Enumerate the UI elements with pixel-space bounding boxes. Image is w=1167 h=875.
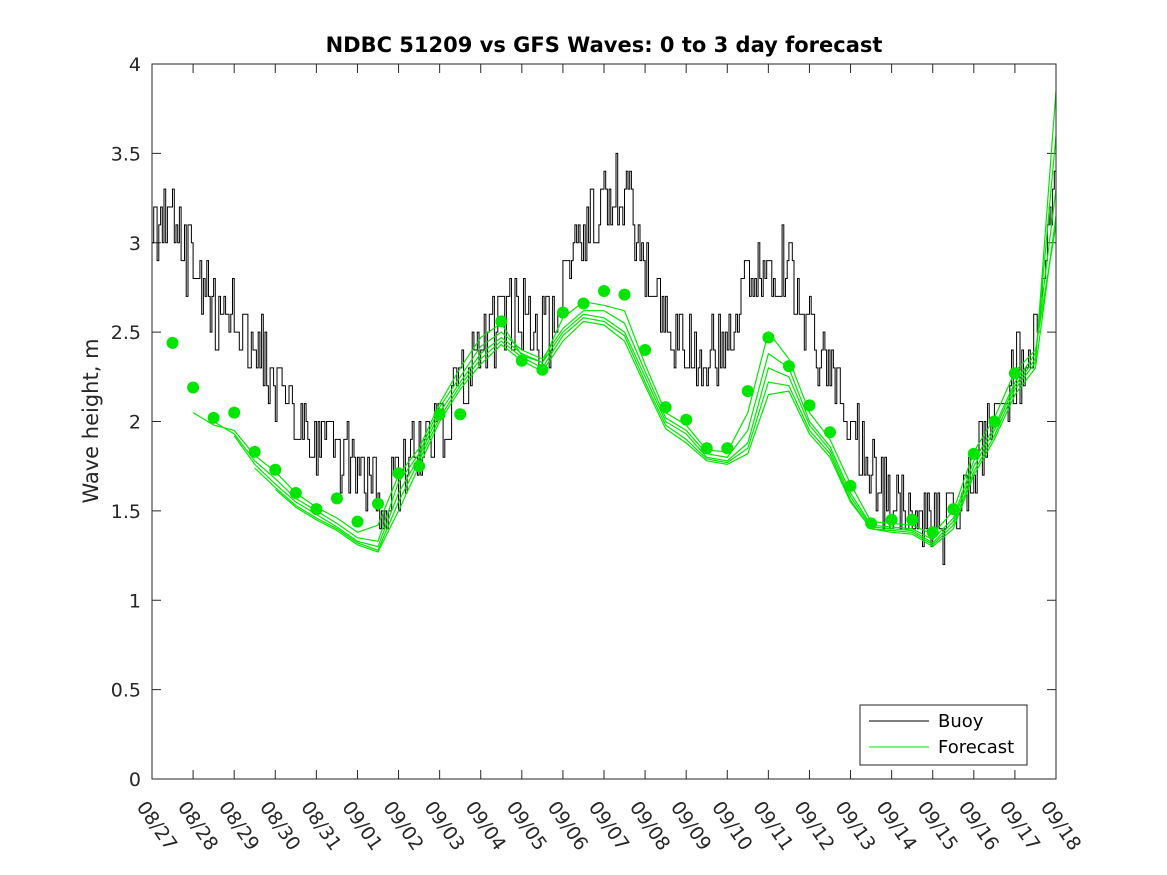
- forecast-marker: [885, 513, 898, 526]
- y-tick-label: 2: [129, 412, 141, 434]
- forecast-marker: [680, 413, 693, 426]
- forecast-line: [254, 90, 1057, 551]
- plot-frame: [151, 63, 1057, 780]
- forecast-marker: [926, 526, 939, 539]
- forecast-marker: [515, 354, 528, 367]
- legend-buoy-label: Buoy: [938, 711, 984, 732]
- legend: Buoy Forecast: [859, 704, 1028, 766]
- y-tick-label: 1.5: [111, 501, 141, 523]
- forecast-marker: [556, 306, 569, 319]
- y-tick-label: 0: [129, 769, 141, 791]
- forecast-marker: [454, 408, 467, 421]
- y-tick-label: 0.5: [111, 680, 141, 702]
- forecast-marker: [248, 445, 261, 458]
- forecast-marker: [413, 460, 426, 473]
- forecast-marker: [577, 297, 590, 310]
- forecast-marker: [372, 497, 384, 510]
- forecast-marker: [207, 411, 220, 424]
- forecast-marker: [659, 401, 672, 414]
- forecast-marker: [824, 426, 836, 439]
- forecast-marker: [330, 492, 343, 505]
- forecast-marker: [289, 487, 302, 499]
- forecast-marker: [639, 344, 652, 356]
- forecast-marker: [782, 360, 795, 373]
- forecast-marker: [536, 363, 549, 376]
- forecast-marker: [166, 336, 179, 349]
- forecast-marker: [598, 285, 610, 297]
- forecast-marker: [269, 463, 282, 476]
- forecast-marker: [495, 315, 508, 328]
- forecast-marker: [351, 515, 364, 528]
- chart-title: NDBC 51209 vs GFS Waves: 0 to 3 day fore…: [326, 33, 883, 57]
- forecast-marker: [947, 503, 960, 516]
- y-tick-labels: 0 0.5 1 1.5 2 2.5 3 3.5 4: [111, 54, 141, 791]
- forecast-line: [213, 189, 1057, 542]
- legend-forecast-label: Forecast: [938, 737, 1014, 758]
- forecast-marker: [187, 381, 200, 394]
- forecast-marker: [906, 513, 919, 526]
- y-tick-label: 4: [129, 54, 141, 76]
- plot-series: [152, 90, 1057, 565]
- forecast-marker: [392, 467, 405, 480]
- forecast-marker: [1008, 367, 1021, 380]
- legend-box: [859, 704, 1028, 766]
- forecast-marker: [721, 442, 734, 455]
- forecast-markers: [166, 285, 1021, 539]
- y-tick-label: 2.5: [111, 322, 141, 344]
- y-tick-label: 3: [129, 233, 141, 255]
- forecast-line: [233, 135, 1057, 548]
- forecast-marker: [433, 408, 446, 421]
- forecast-marker: [618, 288, 631, 301]
- forecast-marker: [310, 503, 323, 516]
- forecast-marker: [700, 442, 713, 455]
- forecast-marker: [844, 479, 857, 492]
- y-axis-label: Wave height, m: [79, 338, 103, 503]
- forecast-marker: [228, 406, 241, 419]
- forecast-marker: [803, 399, 816, 412]
- forecast-marker: [967, 447, 980, 460]
- buoy-line: [152, 152, 1057, 565]
- forecast-marker: [988, 415, 1001, 428]
- forecast-marker: [762, 331, 775, 344]
- y-tick-label: 1: [129, 590, 141, 612]
- y-tick-label: 3.5: [111, 143, 141, 165]
- forecast-marker: [865, 517, 878, 530]
- buoy-series: [152, 152, 1057, 565]
- forecast-line: [274, 215, 1057, 553]
- forecast-marker: [741, 385, 754, 398]
